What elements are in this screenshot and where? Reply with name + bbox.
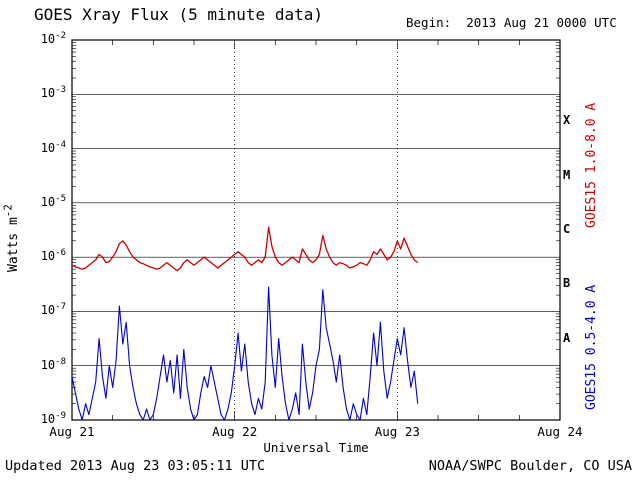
y-tick-label: 10-3 <box>40 85 66 101</box>
flare-class-B: B <box>563 276 571 291</box>
y-axis-label: Watts m-2 <box>2 204 21 272</box>
flare-class-X: X <box>563 113 571 128</box>
y-tick-label: 10-5 <box>40 193 66 209</box>
goes-short-channel-label: GOES15 0.5-4.0 A <box>584 284 599 410</box>
y-tick-label: 10-9 <box>40 411 66 427</box>
flare-class-C: C <box>563 222 571 236</box>
flare-class-A: A <box>563 330 571 345</box>
x-tick-label: Aug 22 <box>212 424 258 439</box>
plot-frame <box>71 39 561 421</box>
noaa-credit: NOAA/SWPC Boulder, CO USA <box>428 458 632 474</box>
y-tick-label: 10-6 <box>40 248 66 264</box>
y-axis-label-exponent: -2 <box>1 204 15 218</box>
y-tick-label: 10-2 <box>40 31 66 47</box>
chart-title: GOES Xray Flux (5 minute data) <box>34 5 323 24</box>
y-tick-label: 10-4 <box>40 139 66 155</box>
begin-timestamp: Begin: 2013 Aug 21 0000 UTC <box>406 15 617 30</box>
updated-timestamp: Updated 2013 Aug 23 03:05:11 UTC <box>5 458 266 474</box>
goes-long-channel-label: GOES15 1.0-8.0 A <box>584 102 599 228</box>
x-tick-label: Aug 23 <box>374 424 420 439</box>
y-tick-label: 10-7 <box>40 302 66 318</box>
x-axis-label: Universal Time <box>263 440 369 455</box>
y-axis-label-text: Watts m <box>6 217 21 272</box>
x-tick-label: Aug 24 <box>537 424 583 439</box>
y-tick-label: 10-8 <box>40 356 66 372</box>
goes-long-series-line <box>72 226 419 272</box>
x-tick-label: Aug 21 <box>49 424 95 439</box>
goes-short-series-line <box>72 286 419 420</box>
flare-class-M: M <box>563 167 571 182</box>
